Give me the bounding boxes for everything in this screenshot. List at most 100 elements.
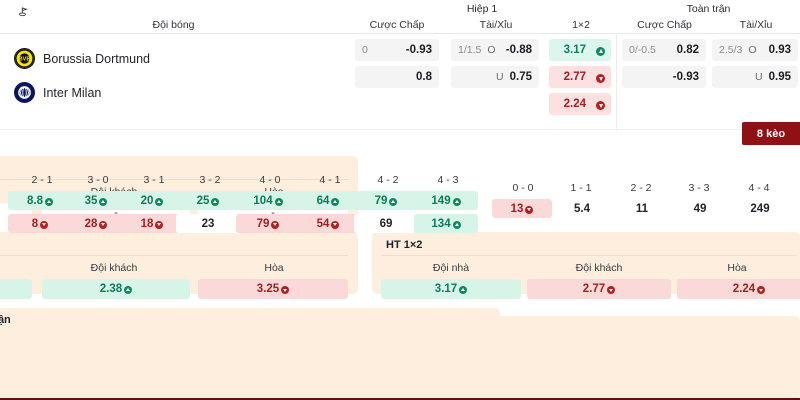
odds-ou-marker: O: [748, 44, 757, 56]
score-cell[interactable]: 8.8: [8, 191, 72, 210]
score-cell[interactable]: 8: [8, 214, 72, 233]
score-col-header: 4 - 1: [319, 174, 341, 186]
flag-pin-icon[interactable]: [18, 6, 32, 20]
score-col-header: 4 - 4: [748, 182, 770, 194]
header-divider: [0, 33, 800, 34]
odds-value: 0.93: [768, 44, 791, 56]
score-grid-left: trận: [0, 308, 500, 400]
team-logo-dortmund: BVB: [14, 48, 35, 69]
score-col-header: 3 - 2: [199, 174, 221, 186]
panel-cell-value: 2.77: [582, 283, 606, 295]
panel-cell-draw[interactable]: 3.25: [198, 279, 348, 299]
score-cell-value: 149: [431, 194, 451, 207]
odds-cell-ht-handicap-1[interactable]: 0 -0.93: [355, 39, 439, 61]
arrow-up-icon: [45, 197, 53, 206]
score-cell[interactable]: 13: [492, 199, 552, 218]
arrow-down-icon: [40, 220, 49, 229]
score-cell-value: 79: [374, 194, 388, 207]
odds-cell-ht-1x2-home[interactable]: 3.17: [549, 39, 611, 61]
bottom-edge-rule: [0, 398, 800, 400]
group-header-first-half: Hiệp 1: [466, 3, 498, 15]
score-cell[interactable]: 79: [354, 191, 418, 210]
odds-cell-ht-1x2-draw[interactable]: 2.24: [549, 93, 611, 115]
odds-cell-ht-under[interactable]: U 0.75: [451, 66, 539, 88]
score-cell[interactable]: 104: [236, 191, 300, 210]
panel-divider: [0, 255, 348, 256]
keo-count-badge[interactable]: 8 kèo: [742, 122, 800, 145]
panel-cell-home[interactable]: [0, 279, 32, 299]
panel-cell-home[interactable]: 3.17: [381, 279, 521, 299]
score-cell[interactable]: 54: [296, 214, 360, 233]
panel-cell-value: 3.25: [256, 283, 280, 295]
panel-column-header-draw: Hòa: [264, 262, 284, 274]
arrow-up-icon: [452, 197, 461, 206]
score-cell[interactable]: 28: [64, 214, 128, 233]
score-cell-value: 23: [201, 217, 215, 230]
panel-cell-away[interactable]: 2.77: [527, 279, 671, 299]
score-cell[interactable]: 25: [176, 191, 240, 210]
svg-text:BVB: BVB: [19, 57, 31, 63]
team-row[interactable]: BVB Borussia Dortmund: [14, 48, 150, 69]
arrow-down-icon: [99, 220, 108, 229]
score-cell[interactable]: 5.4: [552, 199, 612, 218]
score-cell[interactable]: 20: [120, 191, 184, 210]
score-col-header: 3 - 3: [688, 182, 710, 194]
score-col-header: 1 - 1: [570, 182, 592, 194]
odds-cell-ft-over[interactable]: 2.5/3 O 0.93: [712, 39, 798, 61]
arrow-down-icon: [331, 220, 340, 229]
arrow-up-icon: [124, 286, 133, 294]
odds-line: 0/-0.5: [629, 44, 656, 56]
odds-line: 1/1.5: [458, 44, 482, 56]
team-row[interactable]: Inter Milan: [14, 82, 101, 103]
arrow-down-icon: [757, 286, 766, 294]
score-cell-value: 104: [253, 194, 273, 207]
odds-line: 0: [362, 44, 368, 56]
score-cell[interactable]: 69: [354, 214, 418, 233]
odds-cell-ft-handicap-1[interactable]: 0/-0.5 0.82: [622, 39, 706, 61]
odds-cell-ft-handicap-2[interactable]: -0.93: [622, 66, 706, 88]
score-cell[interactable]: 11: [612, 199, 672, 218]
divider-half-full: [616, 34, 617, 130]
arrow-down-icon: [607, 286, 616, 294]
panel-column-header-draw: Hòa: [727, 262, 747, 274]
odds-cell-ft-under[interactable]: U 0.95: [712, 66, 798, 88]
odds-cell-ht-1x2-away[interactable]: 2.77: [549, 66, 611, 88]
arrow-up-icon: [211, 197, 220, 206]
score-col-header: 0 - 0: [512, 182, 534, 194]
score-cell[interactable]: 249: [730, 199, 790, 218]
column-header-ft-handicap: Cược Chấp: [637, 19, 692, 31]
sub-header-row: Đội bóng Cược Chấp Tài/Xỉu 1×2 Cược Chấp…: [0, 17, 800, 33]
odds-cell-ht-handicap-2[interactable]: 0.8: [355, 66, 439, 88]
score-cell-value: 28: [84, 217, 98, 230]
score-cell[interactable]: 49: [670, 199, 730, 218]
score-cell[interactable]: 35: [64, 191, 128, 210]
table-bottom-divider: [0, 129, 800, 130]
arrow-up-icon: [389, 197, 398, 206]
panel-cell-draw[interactable]: 2.24: [677, 279, 800, 299]
score-cell-value: 20: [140, 194, 154, 207]
arrow-down-icon: [596, 100, 605, 110]
score-cell[interactable]: 18: [120, 214, 184, 233]
score-cell[interactable]: 149: [414, 191, 478, 210]
score-cell[interactable]: 134: [414, 214, 478, 233]
score-cell-value: 8.8: [27, 194, 43, 207]
panel-cell-away[interactable]: 2.38: [42, 279, 190, 299]
score-cell-value: 13: [510, 202, 524, 215]
panel-divider: [0, 179, 348, 180]
score-cell[interactable]: 64: [296, 191, 360, 210]
score-col-header: 4 - 0: [259, 174, 281, 186]
arrow-up-icon: [596, 46, 605, 56]
score-col-header: 3 - 1: [143, 174, 165, 186]
arrow-up-icon: [452, 220, 461, 229]
team-name-home: Borussia Dortmund: [43, 51, 150, 66]
team-column: BVB Borussia Dortmund Inter Milan: [0, 34, 347, 130]
arrow-up-icon: [459, 286, 468, 294]
score-col-header: 2 - 2: [630, 182, 652, 194]
arrow-down-icon: [596, 73, 605, 83]
score-cell[interactable]: 23: [176, 214, 240, 233]
score-cell[interactable]: 79: [236, 214, 300, 233]
score-grid-right: [488, 316, 800, 400]
odds-value: 2.24: [563, 98, 586, 110]
odds-cell-ht-over[interactable]: 1/1.5 O -0.88: [451, 39, 539, 61]
panel-cell-value: 2.38: [99, 283, 123, 295]
